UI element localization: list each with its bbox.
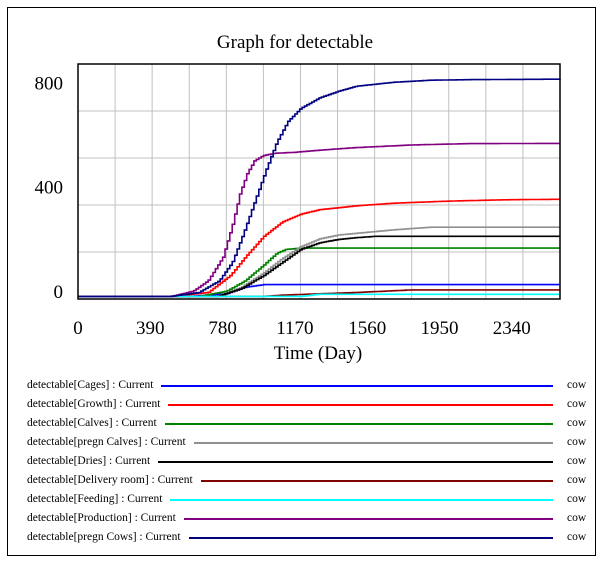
legend-entry: detectable[pregn Calves] : Current cow [27,435,594,449]
x-tick-label: 2340 [493,318,531,339]
legend-label: detectable[Growth] : Current [27,398,161,410]
legend-entry: detectable[Delivery room] : Current cow [27,473,594,487]
legend: detectable[Cages] : Current cow detectable… [27,378,594,560]
legend-swatch [200,480,553,482]
grid [78,64,560,299]
legend-unit: cow [567,379,587,391]
legend-entry: detectable[Dries] : Current cow [27,454,594,468]
x-tick-label: 780 [208,318,237,339]
legend-unit: cow [567,493,587,505]
y-tick-label: 0 [54,282,64,303]
legend-label: detectable[Production] : Current [27,512,176,524]
legend-entry: detectable[Production] : Current cow [27,511,594,525]
legend-entry: detectable[Calves] : Current cow [27,416,594,430]
legend-unit: cow [567,417,587,429]
x-tick-label: 1170 [276,318,313,339]
legend-label: detectable[Dries] : Current [27,455,151,467]
y-tick-label: 800 [35,73,64,94]
series-lines [78,78,561,298]
legend-label: detectable[pregn Cows] : Current [27,531,181,543]
legend-unit: cow [567,398,587,410]
legend-unit: cow [567,436,587,448]
legend-label: detectable[pregn Calves] : Current [27,436,186,448]
series-line-5 [78,289,560,298]
legend-swatch [183,518,553,520]
series-line-7 [78,142,560,298]
legend-label: detectable[Cages] : Current [27,379,154,391]
legend-unit: cow [567,531,587,543]
x-tick-label: 1560 [348,318,386,339]
series-line-8 [78,78,561,298]
chart-title: Graph for detectable [217,32,373,53]
x-tick-label: 0 [73,318,83,339]
y-tick-label: 400 [35,178,64,199]
legend-swatch [188,537,553,539]
legend-swatch [170,499,553,501]
legend-entry: detectable[pregn Cows] : Current cow [27,530,594,544]
legend-label: detectable[Delivery room] : Current [27,474,193,486]
x-tick-label: 1950 [421,318,459,339]
legend-swatch [161,385,553,387]
legend-swatch [158,461,553,463]
legend-swatch [164,423,553,425]
legend-unit: cow [567,512,587,524]
legend-unit: cow [567,455,587,467]
legend-label: detectable[Calves] : Current [27,417,157,429]
legend-entry: detectable[Growth] : Current cow [27,397,594,411]
legend-entry: detectable[Feeding] : Current cow [27,492,594,506]
plot-area [77,63,561,300]
legend-label: detectable[Feeding] : Current [27,493,163,505]
x-tick-label: 390 [136,318,165,339]
chart-frame: Graph for detectable Time (Day) 0 390 780 1… [7,7,596,556]
legend-unit: cow [567,474,587,486]
series-line-3 [78,226,560,298]
legend-entry: detectable[Cages] : Current cow [27,378,594,392]
series-line-4 [78,235,560,298]
legend-swatch [168,404,553,406]
tick-labels: 0 390 780 1170 1560 1950 2340 0 400 800 [35,73,531,339]
x-axis-label: Time (Day) [274,343,363,364]
line-chart: Graph for detectable Time (Day) 0 390 780 1… [35,32,561,364]
legend-swatch [193,442,553,444]
